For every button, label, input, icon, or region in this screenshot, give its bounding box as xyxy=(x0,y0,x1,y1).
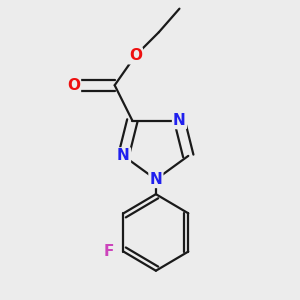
Text: N: N xyxy=(173,113,186,128)
Text: F: F xyxy=(103,244,114,259)
Text: O: O xyxy=(129,48,142,63)
Text: O: O xyxy=(67,78,80,93)
Text: N: N xyxy=(149,172,162,187)
Text: N: N xyxy=(117,148,130,164)
